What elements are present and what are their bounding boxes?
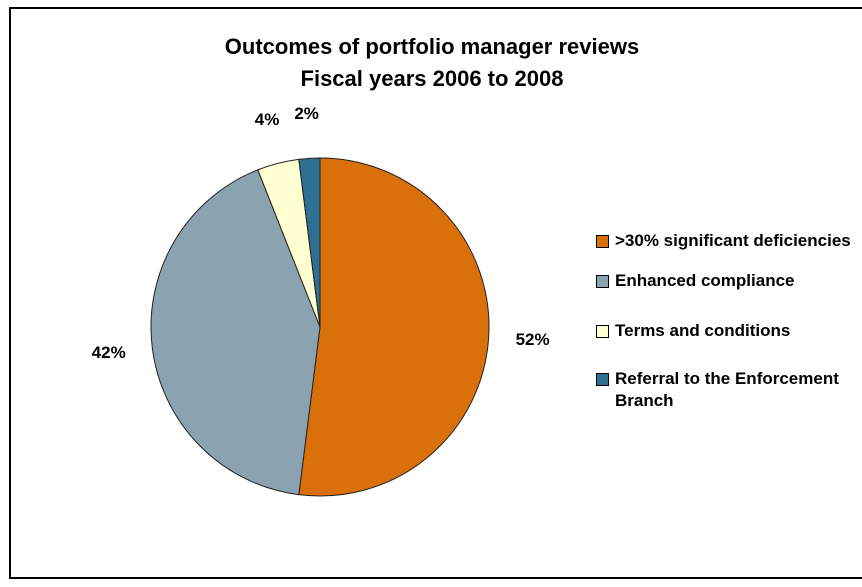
data-label: 2% [294, 104, 319, 123]
chart-subtitle: Fiscal years 2006 to 2008 [301, 66, 564, 91]
legend-entry: >30% significant deficiencies [596, 230, 862, 252]
legend: >30% significant deficiencies Enhanced co… [596, 230, 862, 412]
legend-swatch [596, 275, 609, 288]
legend-label: Referral to the Enforcement Branch [615, 369, 839, 410]
legend-swatch [596, 373, 609, 386]
legend-label: Terms and conditions [615, 321, 791, 340]
legend-swatch [596, 235, 609, 248]
pie-slice [298, 157, 321, 328]
pie-slice [298, 157, 490, 497]
pie-slice [150, 169, 321, 496]
legend-entry: Enhanced compliance [596, 270, 862, 292]
chart-title: Outcomes of portfolio manager reviews [225, 34, 639, 59]
legend-label: Enhanced compliance [615, 271, 795, 290]
data-label: 52% [516, 330, 550, 349]
legend-label: >30% significant deficiencies [615, 231, 851, 250]
legend-swatch [596, 325, 609, 338]
data-label: 42% [92, 343, 126, 362]
legend-entry: Terms and conditions [596, 320, 862, 342]
legend-entry: Referral to the Enforcement Branch [596, 368, 862, 412]
data-label: 4% [255, 110, 280, 129]
